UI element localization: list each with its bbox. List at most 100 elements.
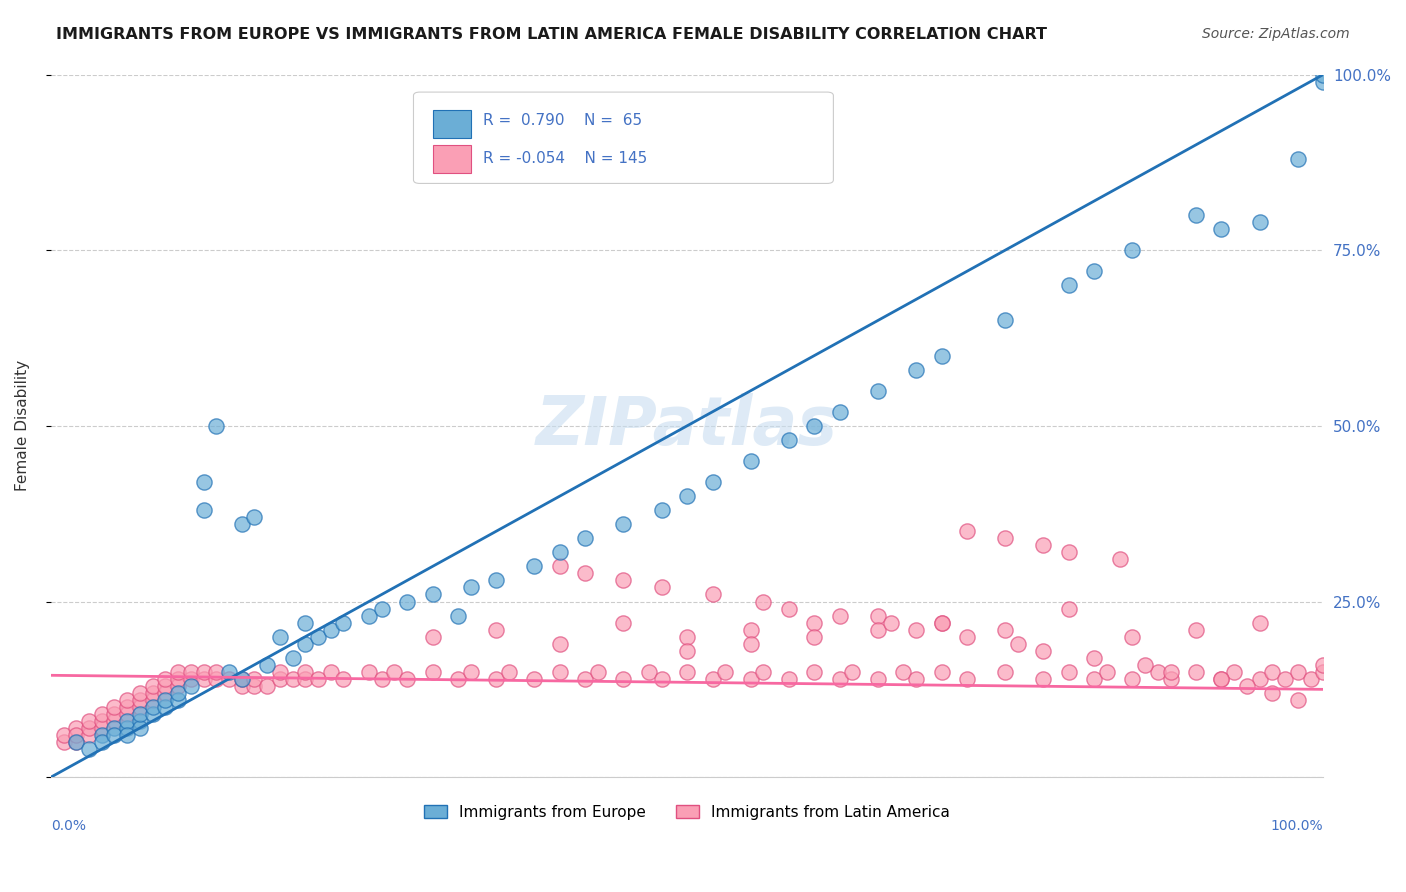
Point [447, 672, 470, 686]
Point [142, 686, 165, 700]
Point [1032, 672, 1054, 686]
Point [548, 665, 571, 679]
Point [740, 637, 762, 651]
Point [841, 665, 863, 679]
Point [142, 693, 165, 707]
Point [281, 672, 304, 686]
Point [103, 728, 125, 742]
Point [676, 489, 699, 503]
Point [1160, 672, 1182, 686]
Point [52, 735, 75, 749]
Point [1185, 208, 1208, 222]
Point [115, 706, 138, 721]
Point [905, 672, 928, 686]
Text: IMMIGRANTS FROM EUROPE VS IMMIGRANTS FROM LATIN AMERICA FEMALE DISABILITY CORREL: IMMIGRANTS FROM EUROPE VS IMMIGRANTS FRO… [56, 27, 1047, 42]
Point [77, 714, 100, 728]
Point [803, 665, 825, 679]
Point [90, 735, 112, 749]
Point [193, 475, 215, 489]
Point [155, 686, 177, 700]
Point [115, 693, 138, 707]
Point [1312, 68, 1334, 82]
Point [243, 510, 266, 524]
Point [256, 679, 278, 693]
Point [574, 672, 596, 686]
Point [702, 672, 724, 686]
Point [866, 672, 889, 686]
Point [231, 679, 253, 693]
Point [243, 679, 266, 693]
Point [319, 623, 342, 637]
Point [740, 672, 762, 686]
Point [1032, 538, 1054, 552]
Point [651, 503, 673, 517]
Point [485, 672, 508, 686]
Point [485, 574, 508, 588]
Point [612, 517, 634, 532]
Point [115, 728, 138, 742]
Point [129, 706, 152, 721]
Point [651, 581, 673, 595]
Point [866, 623, 889, 637]
Point [778, 672, 800, 686]
Point [167, 665, 190, 679]
Point [1160, 665, 1182, 679]
Point [218, 665, 240, 679]
Point [676, 665, 699, 679]
Point [422, 587, 444, 601]
Point [52, 728, 75, 742]
Point [994, 665, 1017, 679]
Point [129, 714, 152, 728]
Point [994, 313, 1017, 327]
Point [167, 686, 190, 700]
Point [485, 623, 508, 637]
Text: 100.0%: 100.0% [1271, 820, 1323, 833]
Point [1133, 657, 1156, 672]
Point [319, 665, 342, 679]
Point [828, 405, 851, 419]
Point [231, 672, 253, 686]
Point [129, 693, 152, 707]
Point [1032, 643, 1054, 657]
Point [1083, 672, 1105, 686]
FancyBboxPatch shape [413, 92, 834, 184]
Point [778, 601, 800, 615]
Point [1108, 552, 1130, 566]
Point [155, 700, 177, 714]
Point [651, 672, 673, 686]
Point [1249, 215, 1271, 229]
Point [574, 566, 596, 581]
Text: R = -0.054    N = 145: R = -0.054 N = 145 [484, 152, 648, 166]
Point [828, 608, 851, 623]
Point [103, 700, 125, 714]
Point [778, 433, 800, 447]
Point [65, 735, 87, 749]
Point [180, 679, 202, 693]
Point [498, 665, 520, 679]
Point [180, 665, 202, 679]
Point [994, 531, 1017, 545]
Point [205, 672, 228, 686]
Point [180, 672, 202, 686]
Point [702, 475, 724, 489]
Point [294, 637, 316, 651]
Point [1121, 243, 1143, 257]
Point [1185, 623, 1208, 637]
Point [1185, 665, 1208, 679]
Point [548, 559, 571, 574]
Point [1286, 665, 1309, 679]
Point [193, 665, 215, 679]
Point [676, 643, 699, 657]
Point [103, 721, 125, 735]
Point [931, 349, 953, 363]
Point [676, 630, 699, 644]
Point [956, 672, 979, 686]
Point [893, 665, 915, 679]
Point [1057, 278, 1080, 293]
Text: ZIPatlas: ZIPatlas [536, 392, 838, 458]
Point [803, 615, 825, 630]
Point [1249, 615, 1271, 630]
Point [357, 608, 380, 623]
Point [905, 623, 928, 637]
Point [1121, 672, 1143, 686]
